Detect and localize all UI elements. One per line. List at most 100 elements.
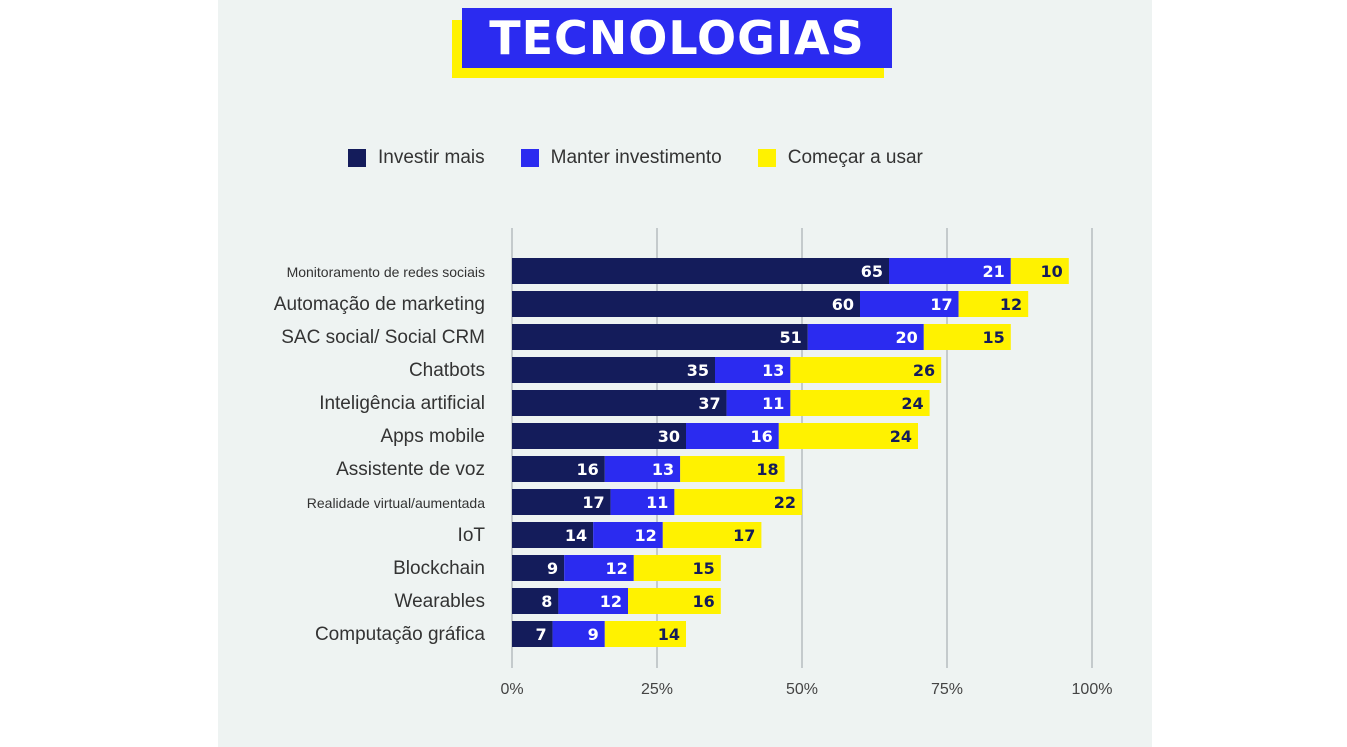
bar-segment: [512, 588, 559, 614]
category-label: Apps mobile: [380, 426, 485, 447]
data-label: 12: [1000, 295, 1022, 314]
bar-segment: [680, 456, 785, 482]
bar-segment: [512, 423, 686, 449]
x-tick-label: 50%: [786, 681, 818, 698]
legend-swatch-comecar: [757, 149, 776, 167]
data-label: 17: [930, 295, 952, 314]
bar-segment: [923, 324, 1011, 350]
title-banner: TECNOLOGIAS: [452, 8, 892, 78]
category-label: Realidade virtual/aumentada: [307, 495, 485, 511]
data-label: 9: [588, 625, 599, 644]
data-label: 15: [693, 559, 715, 578]
category-label: Blockchain: [393, 558, 485, 579]
bar-segment: [512, 456, 605, 482]
bar-segment: [593, 522, 663, 548]
bar-segment: [674, 489, 802, 515]
category-label: Chatbots: [409, 360, 485, 381]
bar-segment: [512, 621, 553, 647]
data-label: 35: [687, 361, 709, 380]
bar-segment: [790, 357, 942, 383]
legend: Investir mais Manter investimento Começa…: [348, 147, 959, 169]
data-label: 17: [582, 493, 604, 512]
bar-segment: [958, 291, 1029, 317]
bar-segment: [552, 621, 605, 647]
category-label: SAC social/ Social CRM: [281, 327, 485, 348]
legend-label-comecar: Começar a usar: [787, 147, 923, 168]
bar-segment: [778, 423, 918, 449]
bar-segment: [604, 456, 681, 482]
category-label: IoT: [458, 525, 486, 546]
bar-segment: [512, 324, 808, 350]
data-label: 8: [541, 592, 552, 611]
data-label: 16: [751, 427, 773, 446]
data-label: 9: [547, 559, 558, 578]
data-label: 13: [652, 460, 674, 479]
data-label: 12: [635, 526, 657, 545]
data-label: 51: [780, 328, 802, 347]
data-label: 7: [535, 625, 546, 644]
bar-segment: [628, 588, 721, 614]
x-tick-label: 100%: [1072, 681, 1113, 698]
data-label: 14: [565, 526, 587, 545]
bar-segment: [610, 489, 675, 515]
category-label: Monitoramento de redes sociais: [287, 264, 485, 280]
legend-swatch-manter: [520, 149, 539, 167]
data-label: 20: [896, 328, 918, 347]
category-label: Inteligência artificial: [319, 393, 485, 414]
data-label: 24: [890, 427, 912, 446]
bar-segment: [807, 324, 924, 350]
bar-segment: [512, 357, 715, 383]
data-label: 14: [658, 625, 680, 644]
data-label: 10: [1041, 262, 1063, 281]
data-label: 60: [832, 295, 854, 314]
bar-segment: [790, 390, 930, 416]
data-label: 18: [756, 460, 778, 479]
data-label: 15: [983, 328, 1005, 347]
bar-segment: [860, 291, 959, 317]
data-label: 17: [733, 526, 755, 545]
chart-title: TECNOLOGIAS: [462, 8, 892, 68]
category-label: Computação gráfica: [315, 624, 485, 645]
data-label: 13: [762, 361, 784, 380]
bar-segment: [662, 522, 762, 548]
bar-segment: [604, 621, 686, 647]
bar-segment: [1010, 258, 1069, 284]
data-label: 21: [983, 262, 1005, 281]
bar-segment: [512, 258, 889, 284]
data-label: 26: [913, 361, 935, 380]
data-label: 16: [693, 592, 715, 611]
bar-segment: [686, 423, 779, 449]
data-label: 11: [646, 493, 668, 512]
bar-segment: [564, 555, 634, 581]
data-label: 24: [901, 394, 923, 413]
bar-segment: [633, 555, 721, 581]
bar-segment: [715, 357, 791, 383]
category-label: Automação de marketing: [274, 294, 485, 315]
data-label: 37: [698, 394, 720, 413]
x-tick-label: 25%: [641, 681, 673, 698]
legend-item-comecar: Começar a usar: [757, 147, 923, 169]
legend-swatch-investir: [348, 149, 366, 167]
data-label: 16: [577, 460, 599, 479]
x-tick-label: 75%: [931, 681, 963, 698]
bar-segment: [512, 522, 594, 548]
legend-item-investir: Investir mais: [348, 147, 485, 169]
legend-label-investir: Investir mais: [378, 147, 485, 168]
bar-segment: [512, 291, 860, 317]
data-label: 30: [658, 427, 680, 446]
category-label: Assistente de voz: [336, 459, 485, 480]
legend-item-manter: Manter investimento: [520, 147, 722, 169]
data-label: 12: [600, 592, 622, 611]
data-label: 12: [606, 559, 628, 578]
category-label: Wearables: [395, 591, 485, 612]
bar-segment: [558, 588, 628, 614]
bar-segment: [512, 390, 727, 416]
bar-segment: [512, 555, 565, 581]
x-tick-label: 0%: [500, 681, 523, 698]
bar-segment: [726, 390, 791, 416]
legend-label-manter: Manter investimento: [550, 147, 722, 168]
bar-segment: [889, 258, 1011, 284]
data-label: 11: [762, 394, 784, 413]
bar-segment: [512, 489, 611, 515]
